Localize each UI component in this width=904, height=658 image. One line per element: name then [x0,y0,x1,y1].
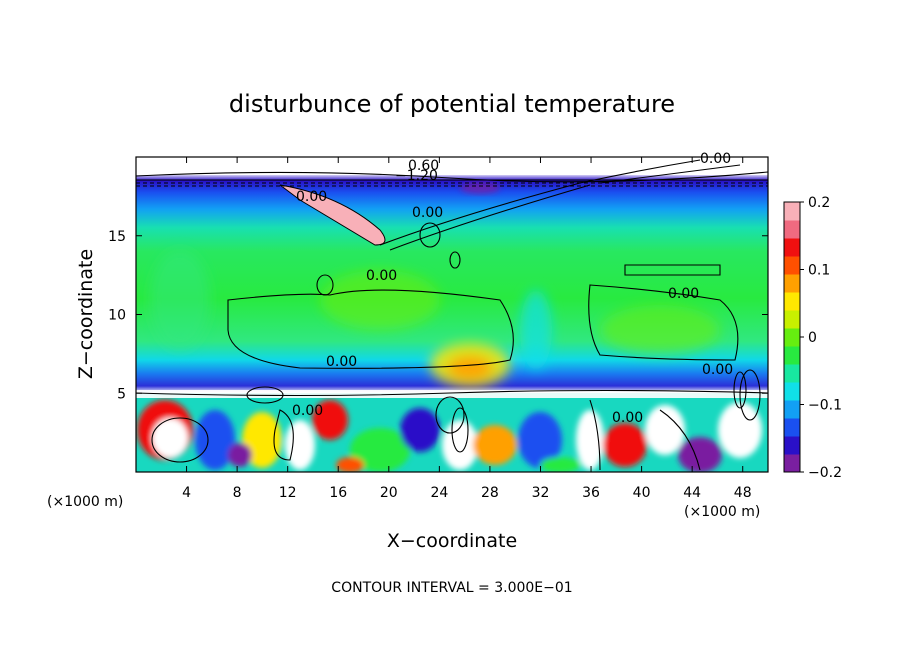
colorbar-swatch [784,274,800,293]
x-axis-ticks: 4 8 12 16 20 24 28 32 36 40 44 48 [182,157,752,501]
colorbar-tick-label: 0 [808,330,817,346]
contour-label: 0.00 [326,354,357,370]
colorbar-swatch [784,238,800,257]
colorbar [783,201,801,473]
y-tick-label: 5 [117,386,126,402]
x-axis-label: X−coordinate [387,530,517,552]
colorbar-swatch [784,436,800,455]
contour-label: 0.00 [296,189,327,205]
colorbar-swatch [784,382,800,401]
colorbar-swatch [784,292,800,311]
colorbar-tick-label: −0.2 [808,465,842,481]
contour-label: 0.00 [700,151,731,167]
colorbar-swatch [784,418,800,437]
x-unit-left: (×1000 m) [47,494,123,510]
chart-title: disturbunce of potential temperature [229,90,675,118]
colorbar-ticks: 0.2 0.1 0 −0.1 −0.2 [800,195,842,481]
contour-label-group: 0.00 0.00 0.00 0.00 0.00 0.00 0.00 0.00 … [292,151,733,426]
contour-interval-note: CONTOUR INTERVAL = 3.000E−01 [331,580,572,596]
contour-label: 0.00 [412,205,443,221]
colorbar-swatch [784,328,800,347]
colorbar-tick-label: −0.1 [808,398,842,414]
x-tick-label: 36 [582,485,600,501]
field-mid-white [136,390,768,398]
y-tick-label: 10 [108,308,126,324]
contour-label: 0.00 [612,410,643,426]
x-tick-label: 32 [532,485,550,501]
colorbar-swatch [784,364,800,383]
x-tick-label: 24 [430,485,448,501]
x-tick-label: 28 [481,485,499,501]
y-axis-ticks: 5 10 15 [108,229,768,402]
x-tick-label: 44 [683,485,701,501]
colorbar-swatch [784,400,800,419]
colorbar-swatch [784,346,800,365]
colorbar-swatch [784,454,800,473]
x-unit-right: (×1000 m) [684,504,760,520]
colorbar-tick-label: 0.2 [808,195,830,211]
x-tick-label: 48 [734,485,752,501]
field-top-white [136,157,768,175]
colorbar-swatch [784,310,800,329]
y-tick-label: 15 [108,229,126,245]
contour-label: −1.20 [395,168,438,184]
contour-label: 0.60 [408,158,439,174]
x-tick-label: 8 [233,485,242,501]
plume [279,184,386,246]
colorbar-swatch [784,202,800,221]
contour-label: 0.00 [702,362,733,378]
x-tick-label: 4 [182,485,191,501]
contour-lines [136,159,768,471]
colorbar-tick-label: 0.1 [808,263,830,279]
y-axis-label: Z−coordinate [75,249,97,379]
x-tick-label: 12 [279,485,297,501]
contour-label: 0.00 [366,268,397,284]
contour-label: 0.00 [292,403,323,419]
x-tick-label: 16 [329,485,347,501]
contour-label: 0.00 [668,286,699,302]
colorbar-swatch [784,256,800,275]
colorbar-swatch [784,220,800,239]
x-tick-label: 20 [380,485,398,501]
x-tick-label: 40 [633,485,651,501]
